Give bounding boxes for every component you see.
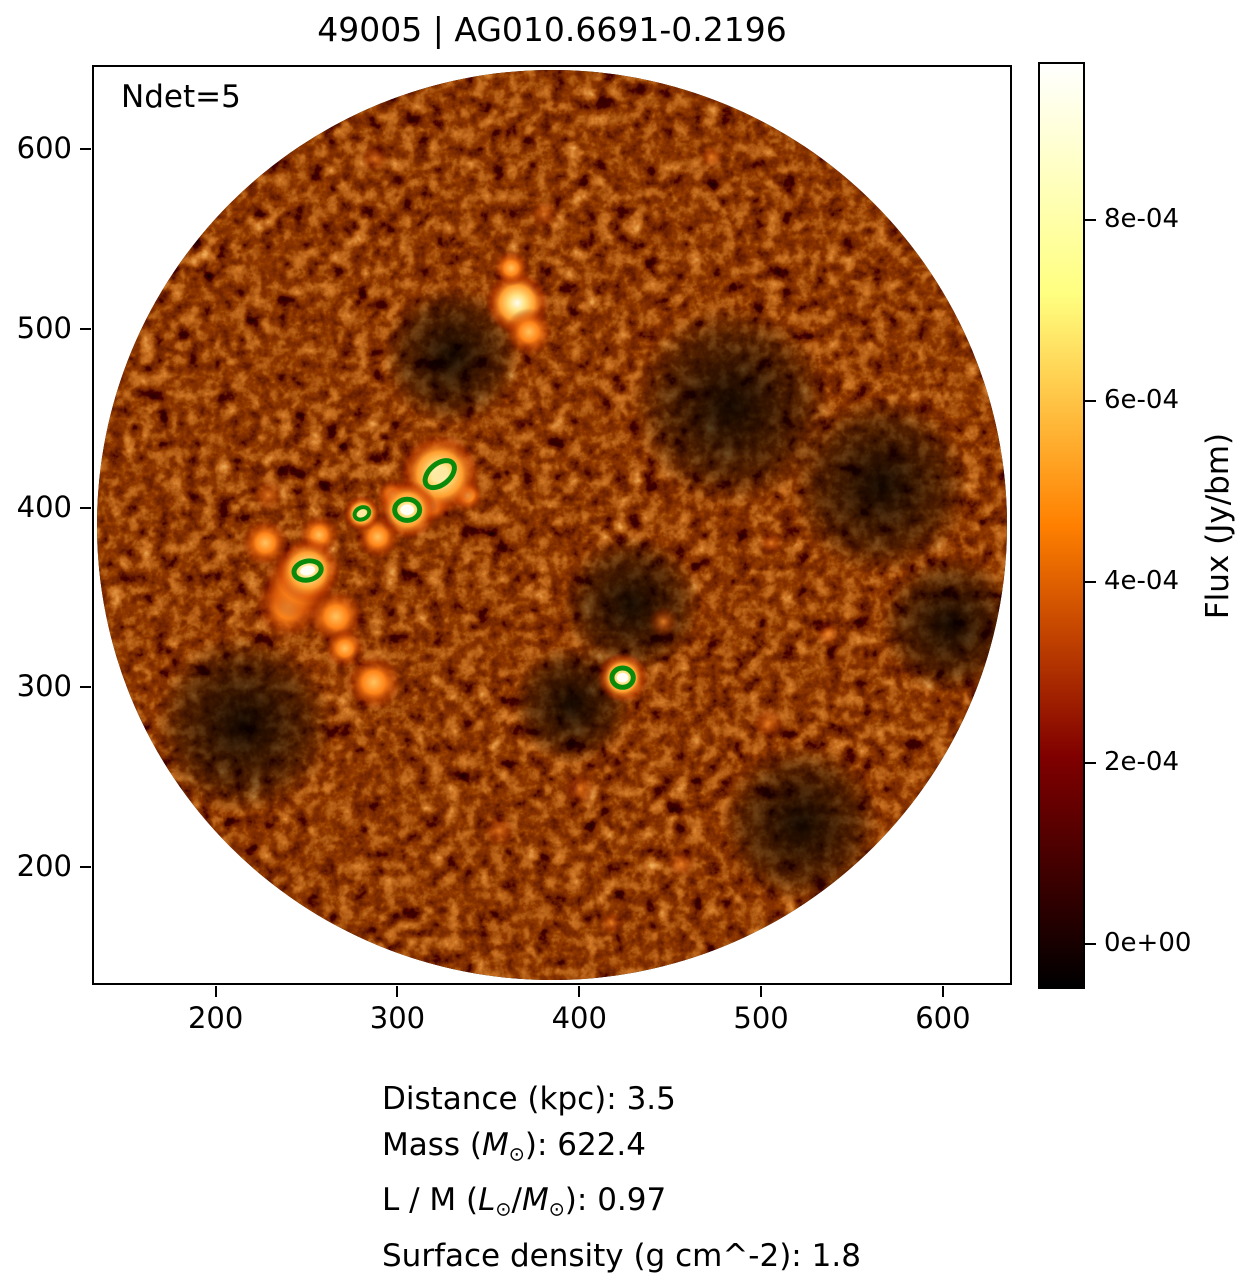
- colorbar-tick-mark: [1085, 399, 1096, 402]
- stats-text-segment: ⊙: [495, 1197, 512, 1221]
- colorbar-tick-label: 2e-04: [1104, 746, 1180, 777]
- x-tick-mark: [214, 986, 217, 997]
- y-tick-mark: [80, 327, 91, 330]
- colorbar: [1038, 62, 1085, 989]
- masked-field: [96, 69, 1008, 981]
- stats-footer-line: Mass (M⊙): 622.4: [382, 1122, 861, 1177]
- x-tick-mark: [760, 986, 763, 997]
- stats-text-segment: Mass (: [382, 1127, 482, 1163]
- y-tick-label: 600: [16, 131, 72, 166]
- stats-footer-line: Distance (kpc): 3.5: [382, 1076, 861, 1122]
- colorbar-axis-label: Flux (Jy/bm): [1200, 432, 1236, 620]
- stats-text-segment: M: [482, 1127, 509, 1163]
- stats-text-segment: Distance (kpc): 3.5: [382, 1081, 676, 1117]
- stats-text-segment: ): 0.97: [564, 1182, 667, 1219]
- y-tick-label: 400: [16, 489, 72, 524]
- detection-ellipse: [609, 665, 636, 690]
- detection-core: [300, 565, 316, 576]
- stats-footer-line: L / M (L⊙/M⊙): 0.97: [382, 1177, 861, 1232]
- colorbar-tick-label: 6e-04: [1104, 384, 1180, 415]
- stats-text-segment: ): 622.4: [524, 1127, 646, 1163]
- x-tick-mark: [396, 986, 399, 997]
- x-tick-label: 600: [915, 1001, 971, 1035]
- stats-footer-line: Surface density (g cm^-2): 1.8: [382, 1233, 861, 1279]
- x-tick-mark: [578, 986, 581, 997]
- detection-ellipse-markers: [274, 433, 649, 704]
- stats-text-segment: M: [521, 1182, 549, 1219]
- stats-text-segment: ⊙: [548, 1197, 565, 1221]
- x-tick-label: 200: [187, 1001, 244, 1035]
- colorbar-tick-mark: [1085, 761, 1096, 764]
- colorbar-tick-label: 4e-04: [1104, 565, 1180, 596]
- stats-text-segment: L: [478, 1182, 496, 1219]
- detection-ellipse: [291, 558, 324, 583]
- detection-ellipse: [422, 458, 457, 491]
- x-tick-mark: [941, 986, 944, 997]
- colorbar-tick-label: 8e-04: [1104, 203, 1180, 234]
- detection-core: [400, 504, 415, 516]
- dark-cloud-patches: [153, 286, 1008, 904]
- ndet-annotation: Ndet=5: [121, 79, 241, 115]
- stats-text-segment: ⊙: [508, 1142, 525, 1166]
- colorbar-tick-mark: [1085, 580, 1096, 583]
- bright-emission-blobs: [241, 144, 840, 936]
- stats-text-segment: L / M (: [382, 1182, 479, 1219]
- stats-text-segment: Surface density (g cm^-2): 1.8: [382, 1237, 861, 1274]
- colorbar-tick-mark: [1085, 218, 1096, 221]
- plot-title: 49005 | AG010.6691-0.2196: [317, 10, 787, 49]
- detection-ellipse: [392, 496, 423, 523]
- y-tick-mark: [80, 865, 91, 868]
- y-tick-label: 500: [16, 310, 72, 345]
- colorbar-tick-mark: [1085, 942, 1096, 945]
- detection-core: [616, 672, 629, 683]
- detection-core: [357, 510, 366, 517]
- y-tick-label: 200: [16, 848, 72, 883]
- y-tick-mark: [80, 686, 91, 689]
- x-tick-label: 500: [733, 1001, 789, 1035]
- detection-ellipse: [352, 505, 372, 522]
- stats-footer: Distance (kpc): 3.5 Mass (M⊙): 622.4 L / M…: [382, 1076, 861, 1279]
- heatmap-canvas: [96, 69, 1008, 981]
- stats-text-segment: /: [511, 1182, 522, 1219]
- y-tick-mark: [80, 148, 91, 151]
- x-tick-label: 300: [369, 1001, 426, 1035]
- detection-core: [431, 466, 448, 482]
- colorbar-tick-label: 0e+00: [1104, 927, 1192, 958]
- y-tick-mark: [80, 506, 91, 509]
- x-tick-label: 400: [551, 1001, 607, 1035]
- y-tick-label: 300: [16, 669, 72, 704]
- heatmap-plot-area: [92, 65, 1012, 985]
